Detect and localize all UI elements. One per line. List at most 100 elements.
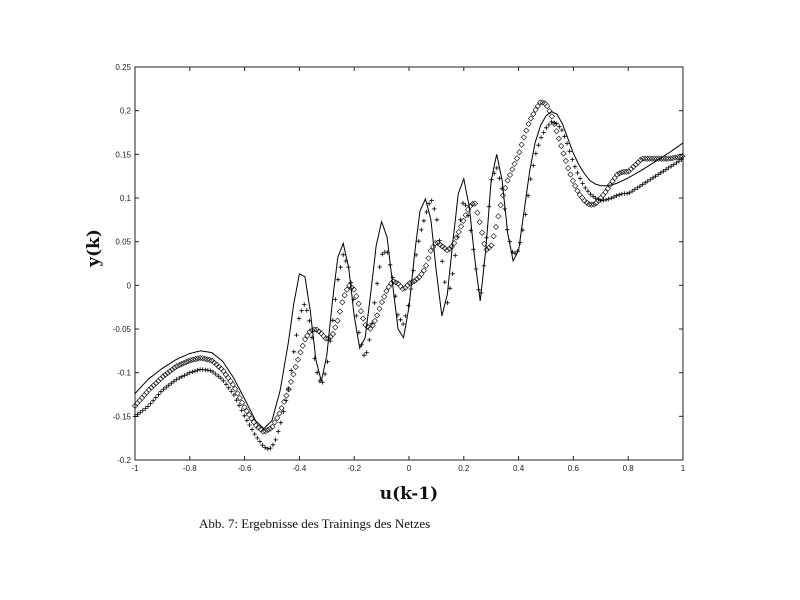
data-point-plus — [453, 253, 458, 258]
data-point-plus — [166, 383, 171, 388]
data-point-diamond — [306, 328, 313, 335]
data-point-plus — [393, 294, 398, 299]
data-point-plus — [538, 135, 544, 140]
data-point-plus — [249, 427, 255, 432]
data-point-plus — [187, 370, 192, 375]
data-point-diamond — [271, 419, 278, 426]
data-point-diamond — [523, 127, 530, 134]
data-point-plus — [286, 387, 291, 392]
data-point-diamond — [197, 354, 204, 362]
data-point-plus — [520, 227, 525, 233]
data-point-diamond — [138, 394, 146, 401]
data-point-diamond — [458, 223, 465, 230]
data-point-plus — [546, 122, 552, 128]
data-point-plus — [669, 164, 674, 169]
data-point-plus — [291, 349, 296, 354]
data-point-diamond — [558, 142, 565, 150]
data-point-plus — [494, 165, 499, 171]
data-point-plus — [479, 290, 484, 296]
data-point-plus — [484, 235, 489, 240]
data-point-diamond — [334, 317, 341, 324]
data-point-plus — [650, 175, 656, 180]
data-point-diamond — [192, 356, 199, 363]
data-point-diamond — [325, 335, 332, 342]
data-point-plus — [528, 176, 533, 182]
data-point-plus — [413, 252, 419, 258]
data-point-diamond — [644, 155, 651, 162]
data-point-plus — [445, 300, 450, 305]
data-point-plus — [492, 171, 497, 176]
data-point-plus — [182, 373, 187, 378]
x-tick-label: -1 — [131, 464, 139, 473]
data-point-plus — [408, 286, 414, 292]
data-point-diamond — [374, 312, 381, 319]
data-point-diamond — [269, 423, 276, 430]
data-point-plus — [242, 413, 247, 418]
data-point-diamond — [294, 356, 302, 363]
data-point-diamond — [234, 390, 241, 397]
data-point-plus — [221, 378, 226, 383]
data-point-plus — [164, 385, 169, 390]
data-point-diamond — [162, 371, 169, 378]
data-point-plus — [317, 378, 322, 384]
data-point-diamond — [534, 103, 541, 110]
data-point-diamond — [553, 128, 560, 135]
data-point-plus — [518, 240, 523, 245]
data-point-diamond — [232, 385, 239, 392]
data-point-plus — [577, 176, 583, 181]
data-point-diamond — [267, 425, 274, 432]
data-point-diamond — [632, 161, 639, 168]
data-point-plus — [367, 337, 372, 343]
data-point-plus — [583, 185, 588, 191]
data-point-plus — [421, 218, 427, 223]
data-point-plus — [385, 250, 390, 255]
data-point-diamond — [148, 384, 155, 391]
data-point-plus — [442, 279, 447, 285]
data-point-plus — [609, 195, 614, 201]
data-point-plus — [403, 313, 408, 319]
data-point-plus — [533, 151, 539, 156]
data-point-diamond — [478, 229, 486, 236]
data-point-plus — [473, 266, 479, 272]
data-point-diamond — [164, 370, 171, 377]
data-point-diamond — [502, 184, 509, 192]
data-point-plus — [580, 181, 585, 186]
data-point-diamond — [292, 363, 299, 371]
data-point-plus — [265, 446, 270, 451]
data-point-plus — [338, 265, 343, 270]
data-point-diamond — [453, 234, 460, 241]
series-plus — [132, 119, 684, 451]
data-point-diamond — [600, 191, 607, 199]
data-point-diamond — [336, 308, 344, 315]
data-point-diamond — [625, 168, 632, 175]
data-point-diamond — [532, 106, 539, 113]
data-point-plus — [502, 206, 507, 212]
data-point-diamond — [609, 178, 616, 185]
data-point-diamond — [579, 194, 586, 201]
data-point-diamond — [439, 243, 446, 250]
data-point-diamond — [506, 171, 514, 179]
data-point-diamond — [320, 332, 327, 340]
data-point-plus — [476, 287, 481, 292]
data-point-diamond — [483, 246, 490, 253]
data-point-diamond — [676, 153, 684, 160]
data-point-diamond — [607, 181, 614, 188]
data-point-diamond — [630, 163, 637, 170]
data-point-diamond — [451, 240, 458, 247]
data-point-diamond — [490, 233, 497, 240]
data-point-diamond — [262, 428, 269, 435]
data-point-plus — [661, 169, 666, 174]
data-point-plus — [325, 359, 330, 364]
data-point-plus — [174, 377, 179, 382]
y-axis-label: y(k) — [84, 229, 104, 268]
data-point-diamond — [539, 99, 546, 106]
data-point-diamond — [190, 356, 197, 363]
data-point-plus — [653, 174, 658, 179]
data-point-diamond — [355, 300, 362, 307]
data-point-plus — [294, 332, 299, 338]
data-point-plus — [289, 368, 294, 373]
data-point-plus — [429, 198, 434, 203]
data-point-diamond — [378, 299, 385, 306]
data-point-plus — [304, 308, 309, 313]
data-point-diamond — [604, 185, 611, 192]
